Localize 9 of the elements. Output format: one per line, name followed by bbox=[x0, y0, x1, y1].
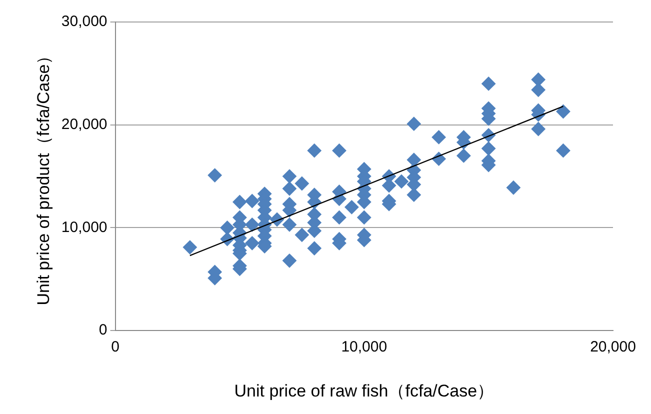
x-tick-label: 20,000 bbox=[590, 338, 636, 356]
y-axis-title: Unit price of product（fcfa/Case） bbox=[34, 47, 53, 306]
x-axis-title: Unit price of raw fish（fcfa/Case） bbox=[234, 381, 494, 400]
y-tick-label: 20,000 bbox=[61, 116, 108, 134]
x-tick-label: 10,000 bbox=[341, 338, 388, 356]
y-tick-label: 0 bbox=[98, 322, 108, 339]
y-tick-label: 10,000 bbox=[61, 218, 108, 236]
x-tick-label: 0 bbox=[111, 338, 120, 356]
y-tick-label: 30,000 bbox=[61, 13, 108, 30]
